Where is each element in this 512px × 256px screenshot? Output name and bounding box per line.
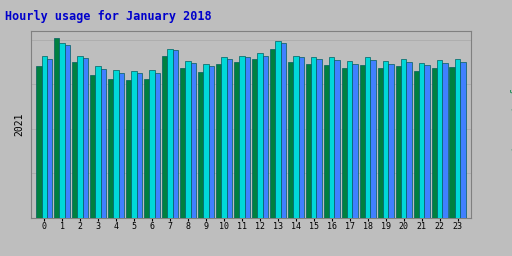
Bar	[311, 57, 316, 218]
Bar	[227, 59, 232, 218]
Bar	[77, 56, 83, 218]
Bar	[101, 69, 106, 218]
Bar	[298, 57, 304, 218]
Bar	[450, 67, 455, 218]
Bar	[119, 72, 124, 218]
Bar	[41, 56, 47, 218]
Bar	[54, 38, 59, 218]
Bar	[257, 53, 263, 218]
Bar	[401, 59, 407, 218]
Bar	[424, 66, 430, 218]
Bar	[316, 59, 322, 218]
Bar	[275, 41, 281, 218]
Bar	[359, 66, 365, 218]
Bar	[288, 62, 293, 218]
Bar	[352, 64, 358, 218]
Bar	[334, 60, 340, 218]
Bar	[342, 68, 347, 218]
Bar	[306, 64, 311, 218]
Bar	[293, 56, 298, 218]
Bar	[198, 72, 203, 218]
Bar	[365, 57, 370, 218]
Bar	[36, 66, 41, 218]
Bar	[389, 64, 394, 218]
Bar	[329, 57, 334, 218]
Bar	[234, 62, 239, 218]
Bar	[185, 61, 190, 218]
Bar	[190, 63, 196, 218]
Bar	[108, 79, 113, 218]
Bar	[167, 49, 173, 218]
Bar	[203, 64, 209, 218]
Bar	[113, 70, 119, 218]
Bar	[370, 60, 376, 218]
Bar	[270, 49, 275, 218]
Bar	[180, 68, 185, 218]
Text: Pages / Files / Hits: Pages / Files / Hits	[509, 78, 512, 178]
Bar	[460, 62, 465, 218]
Bar	[221, 57, 227, 218]
Bar	[47, 59, 52, 218]
Bar	[347, 61, 352, 218]
Bar	[59, 43, 65, 218]
Bar	[95, 66, 101, 218]
Bar	[150, 70, 155, 218]
Bar	[137, 73, 142, 218]
Bar	[252, 59, 257, 218]
Bar	[396, 66, 401, 218]
Text: Hourly usage for January 2018: Hourly usage for January 2018	[5, 10, 212, 23]
Bar	[324, 66, 329, 218]
Bar	[437, 60, 442, 218]
Bar	[281, 43, 286, 218]
Bar	[209, 66, 214, 218]
Bar	[414, 71, 419, 218]
Bar	[419, 63, 424, 218]
Bar	[83, 58, 88, 218]
Bar	[216, 64, 221, 218]
Bar	[383, 61, 389, 218]
Bar	[245, 57, 250, 218]
Bar	[162, 56, 167, 218]
Bar	[126, 80, 132, 218]
Bar	[377, 68, 383, 218]
Bar	[455, 59, 460, 218]
Y-axis label: 2021: 2021	[14, 112, 25, 136]
Bar	[263, 56, 268, 218]
Bar	[144, 79, 150, 218]
Bar	[442, 63, 447, 218]
Bar	[239, 56, 245, 218]
Bar	[173, 50, 178, 218]
Bar	[65, 45, 70, 218]
Bar	[407, 62, 412, 218]
Bar	[432, 68, 437, 218]
Bar	[72, 62, 77, 218]
Bar	[155, 72, 160, 218]
Bar	[90, 75, 95, 218]
Bar	[132, 71, 137, 218]
